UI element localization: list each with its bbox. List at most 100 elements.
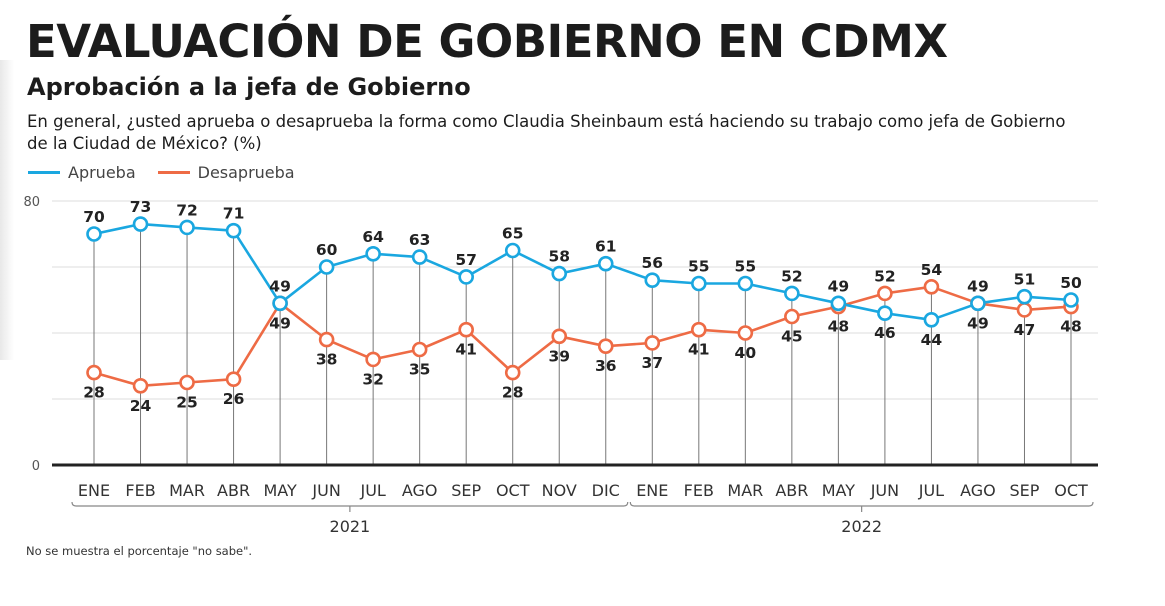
x-tick-label: ENE xyxy=(78,481,110,500)
legend-item-aprueba: Aprueba xyxy=(28,163,136,182)
data-label-aprueba: 60 xyxy=(316,241,338,259)
x-tick-label: JUN xyxy=(870,481,899,500)
data-point-desaprueba xyxy=(86,364,102,381)
data-point-aprueba xyxy=(132,216,149,232)
data-point-aprueba xyxy=(970,295,986,312)
data-point-desaprueba xyxy=(877,285,893,302)
data-label-aprueba: 52 xyxy=(781,267,803,285)
chart-title: EVALUACIÓN DE GOBIERNO EN CDMX xyxy=(26,15,948,68)
data-label-desaprueba: 37 xyxy=(641,354,663,372)
data-point-aprueba xyxy=(318,259,335,275)
x-tick-label: DIC xyxy=(592,481,620,500)
data-label-desaprueba: 45 xyxy=(781,328,803,346)
series-line-aprueba xyxy=(93,222,1072,322)
data-point-aprueba xyxy=(272,295,288,312)
data-point-desaprueba xyxy=(179,374,195,391)
data-label-aprueba: 65 xyxy=(502,225,524,243)
data-label-desaprueba: 48 xyxy=(828,318,850,336)
x-tick-label: JUL xyxy=(359,481,385,500)
data-point-aprueba xyxy=(737,275,754,292)
data-label-desaprueba: 40 xyxy=(735,344,757,362)
data-label-desaprueba: 39 xyxy=(548,347,570,365)
legend-swatch-aprueba xyxy=(28,171,60,174)
footnote: No se muestra el porcentaje "no sabe". xyxy=(26,544,253,558)
data-point-aprueba xyxy=(830,295,847,312)
data-point-desaprueba xyxy=(411,341,428,358)
data-point-aprueba xyxy=(1063,292,1079,308)
data-label-desaprueba: 32 xyxy=(362,370,384,388)
year-bracket-2022 xyxy=(629,501,1094,507)
data-label-aprueba: 49 xyxy=(967,277,989,295)
x-tick-label: FEB xyxy=(125,481,155,500)
legend-label-aprueba: Aprueba xyxy=(68,163,136,182)
legend: Aprueba Desaprueba xyxy=(28,163,317,182)
x-tick-label: JUN xyxy=(311,481,340,500)
x-tick-label: MAY xyxy=(822,481,856,500)
data-point-desaprueba xyxy=(365,351,381,368)
data-label-desaprueba: 48 xyxy=(1060,318,1082,336)
data-label-aprueba: 73 xyxy=(130,198,152,216)
x-tick-label: JUL xyxy=(918,481,944,500)
data-point-aprueba xyxy=(877,305,893,322)
x-tick-label: AGO xyxy=(402,481,438,500)
data-label-aprueba: 61 xyxy=(595,238,617,256)
legend-label-desaprueba: Desaprueba xyxy=(197,163,295,182)
data-label-aprueba: 56 xyxy=(641,254,663,272)
data-point-aprueba xyxy=(597,255,614,272)
x-tick-label: OCT xyxy=(496,481,530,500)
data-label-desaprueba: 35 xyxy=(409,361,431,379)
data-label-desaprueba: 26 xyxy=(223,390,245,408)
data-point-desaprueba xyxy=(784,308,800,325)
year-label-2021: 2021 xyxy=(330,517,371,536)
y-tick-label-0: 0 xyxy=(32,459,40,474)
data-label-desaprueba: 41 xyxy=(455,341,477,359)
data-label-aprueba: 71 xyxy=(223,205,245,223)
data-point-desaprueba xyxy=(923,278,940,295)
x-tick-label: ABR xyxy=(217,481,250,500)
data-point-desaprueba xyxy=(504,364,521,381)
data-point-aprueba xyxy=(923,311,940,328)
x-tick-label: SEP xyxy=(451,481,481,500)
data-label-desaprueba: 49 xyxy=(269,314,291,332)
y-tick-label-80: 80 xyxy=(23,195,40,210)
data-label-desaprueba: 28 xyxy=(83,384,105,402)
data-label-desaprueba: 24 xyxy=(130,397,152,415)
data-point-desaprueba xyxy=(1016,302,1033,318)
data-label-desaprueba: 28 xyxy=(502,384,524,402)
data-point-aprueba xyxy=(784,285,800,302)
data-point-desaprueba xyxy=(225,371,242,388)
data-label-aprueba: 55 xyxy=(688,258,710,276)
x-tick-label: AGO xyxy=(960,481,996,500)
data-point-aprueba xyxy=(1016,288,1033,305)
data-point-aprueba xyxy=(644,272,661,289)
data-label-desaprueba: 36 xyxy=(595,357,617,375)
chart-subtitle: Aprobación a la jefa de Gobierno xyxy=(27,73,471,101)
legend-swatch-desaprueba xyxy=(157,171,190,174)
series-line-desaprueba xyxy=(93,285,1072,388)
x-tick-label: ENE xyxy=(636,481,668,500)
data-label-aprueba: 46 xyxy=(874,324,896,342)
data-label-aprueba: 58 xyxy=(548,248,570,266)
x-tick-label: SEP xyxy=(1010,481,1040,500)
data-label-desaprueba: 47 xyxy=(1014,321,1036,339)
data-point-aprueba xyxy=(225,222,242,239)
data-label-desaprueba: 54 xyxy=(921,261,943,279)
data-point-desaprueba xyxy=(644,335,661,351)
x-tick-label: MAR xyxy=(727,481,763,500)
data-point-aprueba xyxy=(551,265,568,282)
data-label-desaprueba: 49 xyxy=(967,314,989,332)
data-point-aprueba xyxy=(86,226,102,242)
data-label-aprueba: 63 xyxy=(409,231,431,249)
data-point-desaprueba xyxy=(597,338,614,355)
x-tick-label: FEB xyxy=(684,481,714,500)
year-bracket-2021 xyxy=(71,501,629,507)
data-label-aprueba: 49 xyxy=(269,277,291,295)
x-tick-label: ABR xyxy=(775,481,808,500)
data-point-aprueba xyxy=(365,246,381,262)
data-label-aprueba: 70 xyxy=(83,208,105,226)
data-label-aprueba: 51 xyxy=(1014,271,1036,289)
data-label-aprueba: 55 xyxy=(735,258,757,276)
x-tick-label: MAY xyxy=(263,481,297,500)
data-point-desaprueba xyxy=(458,321,474,338)
data-point-desaprueba xyxy=(551,328,568,345)
